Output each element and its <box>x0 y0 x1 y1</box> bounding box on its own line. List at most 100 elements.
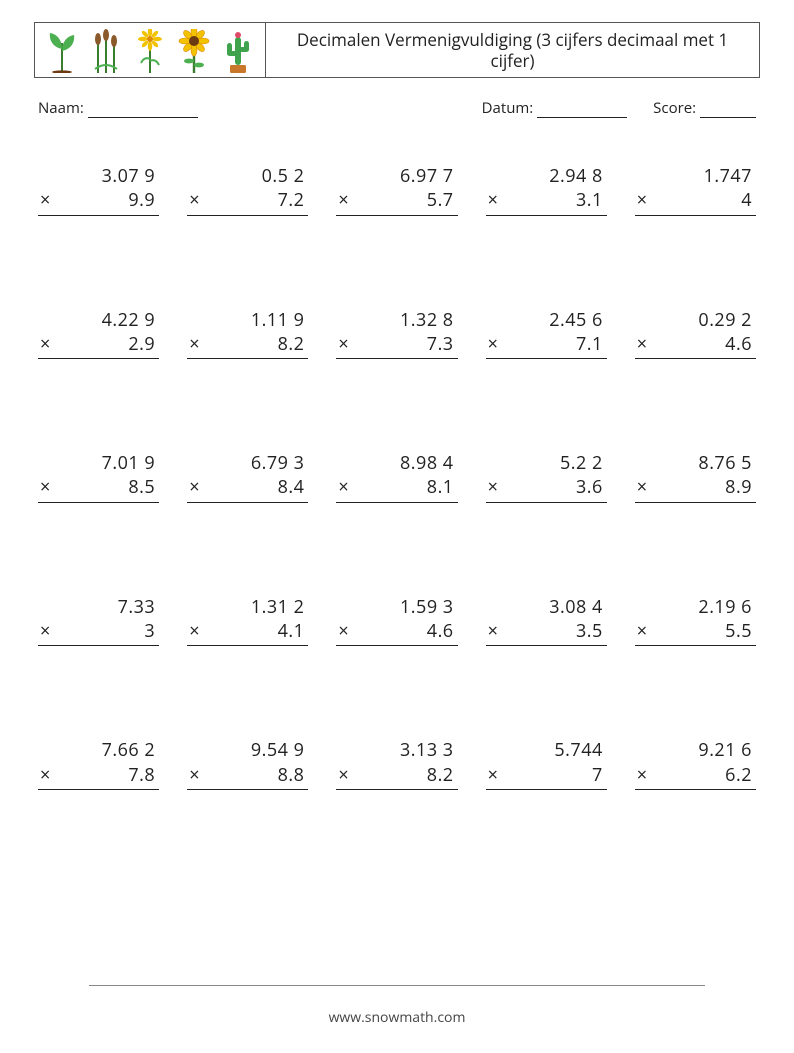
multiplier-value: 3.6 <box>576 475 603 499</box>
multiplicand-value: 2.19 6 <box>698 595 752 619</box>
problem: 1.747×4 <box>635 164 756 216</box>
multiplicand-value: 7.01 9 <box>102 451 156 475</box>
multiplicand: 2.19 6 <box>635 595 756 619</box>
footer: www.snowmath.com <box>0 985 794 1027</box>
multiplicand: 9.54 9 <box>187 738 308 762</box>
multiplicand-value: 4.22 9 <box>102 308 156 332</box>
multiplier-row: ×5.5 <box>635 619 756 646</box>
problem: 3.08 4×3.5 <box>486 595 607 647</box>
operator: × <box>488 332 499 356</box>
multiplicand: 5.744 <box>486 738 607 762</box>
meta-left: Naam: <box>38 98 198 118</box>
footer-rule <box>89 985 705 986</box>
multiplier-value: 3.5 <box>576 619 603 643</box>
multiplicand: 4.22 9 <box>38 308 159 332</box>
problem: 0.5 2×7.2 <box>187 164 308 216</box>
multiplicand: 5.2 2 <box>486 451 607 475</box>
multiplier-value: 3 <box>144 619 155 643</box>
sprout-icon <box>45 29 79 73</box>
operator: × <box>338 332 349 356</box>
multiplicand-value: 3.13 3 <box>400 738 454 762</box>
date-blank[interactable] <box>537 102 627 119</box>
multiplier-value: 7 <box>592 763 603 787</box>
multiplier-value: 4.1 <box>278 619 305 643</box>
operator: × <box>637 763 648 787</box>
multiplier-value: 7.3 <box>427 332 454 356</box>
problem: 0.29 2×4.6 <box>635 308 756 360</box>
name-blank[interactable] <box>88 102 198 119</box>
multiplicand-value: 6.97 7 <box>400 164 454 188</box>
multiplicand: 6.79 3 <box>187 451 308 475</box>
multiplier-row: ×8.1 <box>336 475 457 502</box>
multiplier-value: 7.2 <box>278 188 305 212</box>
multiplier-value: 8.4 <box>278 475 305 499</box>
operator: × <box>637 188 648 212</box>
problem: 3.07 9 × 9.9 <box>38 164 159 216</box>
multiplier-value: 4.6 <box>427 619 454 643</box>
score-blank[interactable] <box>700 102 756 119</box>
multiplicand-value: 9.21 6 <box>698 738 752 762</box>
multiplier-value: 7.8 <box>128 763 155 787</box>
operator: × <box>637 332 648 356</box>
reeds-icon <box>89 29 123 73</box>
problem: 7.66 2× 7.8 <box>38 738 159 790</box>
operator: × <box>189 475 200 499</box>
multiplier-value: 8.2 <box>278 332 305 356</box>
multiplicand-value: 8.76 5 <box>698 451 752 475</box>
multiplier-row: ×3.5 <box>486 619 607 646</box>
multiplier-row: × 7.8 <box>38 763 159 790</box>
problem: 5.744 × 7 <box>486 738 607 790</box>
operator: × <box>338 619 349 643</box>
multiplicand: 6.97 7 <box>336 164 457 188</box>
worksheet-page: Decimalen Vermenigvuldiging (3 cijfers d… <box>0 0 794 1053</box>
operator: × <box>488 475 499 499</box>
multiplier-value: 8.8 <box>278 763 305 787</box>
multiplier-value: 5.5 <box>725 619 752 643</box>
multiplicand: 0.5 2 <box>187 164 308 188</box>
multiplicand: 7.66 2 <box>38 738 159 762</box>
problem: 8.98 4×8.1 <box>336 451 457 503</box>
multiplicand-value: 0.29 2 <box>698 308 752 332</box>
multiplicand: 1.59 3 <box>336 595 457 619</box>
meta-right: Datum: Score: <box>482 98 756 118</box>
multiplier-value: 8.9 <box>725 475 752 499</box>
operator: × <box>338 475 349 499</box>
problem: 9.21 6 × 6.2 <box>635 738 756 790</box>
multiplier-row: × 4.1 <box>187 619 308 646</box>
problem: 3.13 3×8.2 <box>336 738 457 790</box>
multiplicand-value: 3.07 9 <box>102 164 156 188</box>
operator: × <box>488 763 499 787</box>
score-field: Score: <box>653 98 756 118</box>
multiplier-value: 7.1 <box>576 332 603 356</box>
multiplier-value: 4 <box>741 188 752 212</box>
multiplier-row: × 3.6 <box>486 475 607 502</box>
multiplicand-value: 8.98 4 <box>400 451 454 475</box>
operator: × <box>40 188 51 212</box>
problem: 9.54 9× 8.8 <box>187 738 308 790</box>
multiplicand: 0.29 2 <box>635 308 756 332</box>
multiplier-value: 6.2 <box>725 763 752 787</box>
operator: × <box>338 763 349 787</box>
multiplier-value: 5.7 <box>427 188 454 212</box>
multiplicand-value: 5.744 <box>554 738 602 762</box>
multiplier-value: 8.5 <box>128 475 155 499</box>
multiplicand: 2.45 6 <box>486 308 607 332</box>
multiplicand-value: 0.5 2 <box>262 164 305 188</box>
multiplicand-value: 7.33 <box>118 595 156 619</box>
multiplier-row: ×8.9 <box>635 475 756 502</box>
problem: 7.33 × 3 <box>38 595 159 647</box>
operator: × <box>40 763 51 787</box>
multiplicand: 3.13 3 <box>336 738 457 762</box>
problem: 1.59 3× 4.6 <box>336 595 457 647</box>
name-label: Naam: <box>38 98 84 118</box>
problem: 4.22 9×2.9 <box>38 308 159 360</box>
multiplier-row: ×7.2 <box>187 188 308 215</box>
operator: × <box>189 619 200 643</box>
score-label: Score: <box>653 98 696 118</box>
operator: × <box>40 619 51 643</box>
operator: × <box>488 188 499 212</box>
operator: × <box>189 763 200 787</box>
multiplier-row: ×3.1 <box>486 188 607 215</box>
multiplicand: 3.08 4 <box>486 595 607 619</box>
multiplier-value: 9.9 <box>128 188 155 212</box>
